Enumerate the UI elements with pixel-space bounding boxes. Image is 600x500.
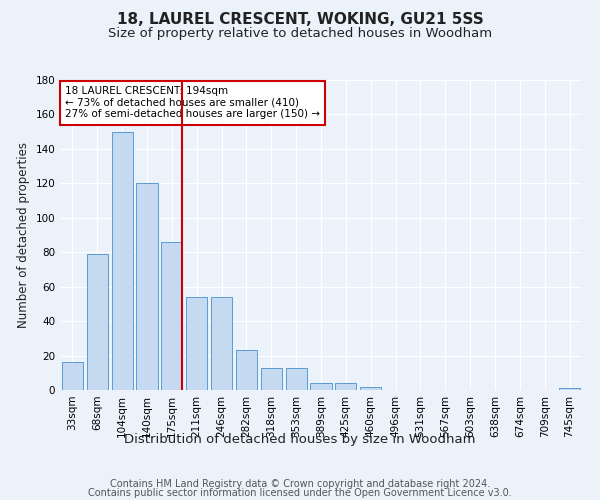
Bar (161, 242, 182, 390)
Text: Contains HM Land Registry data © Crown copyright and database right 2024.: Contains HM Land Registry data © Crown c… (110, 479, 490, 489)
Bar (136, 184, 158, 390)
Bar (286, 368, 307, 390)
Text: Distribution of detached houses by size in Woodham: Distribution of detached houses by size … (124, 432, 476, 446)
Text: 18 LAUREL CRESCENT: 194sqm
← 73% of detached houses are smaller (410)
27% of sem: 18 LAUREL CRESCENT: 194sqm ← 73% of deta… (65, 86, 320, 120)
Y-axis label: Number of detached properties: Number of detached properties (17, 142, 30, 328)
Bar (87, 254, 108, 390)
Bar (360, 386, 381, 390)
Bar (335, 383, 356, 390)
Bar (559, 388, 580, 390)
Bar (310, 383, 332, 390)
Bar (186, 297, 207, 390)
Text: Contains public sector information licensed under the Open Government Licence v3: Contains public sector information licen… (88, 488, 512, 498)
Text: Size of property relative to detached houses in Woodham: Size of property relative to detached ho… (108, 28, 492, 40)
Bar (261, 368, 282, 390)
Text: 18, LAUREL CRESCENT, WOKING, GU21 5SS: 18, LAUREL CRESCENT, WOKING, GU21 5SS (116, 12, 484, 28)
Bar (211, 297, 232, 390)
Bar (112, 132, 133, 390)
Bar (62, 362, 83, 390)
Bar (236, 350, 257, 390)
